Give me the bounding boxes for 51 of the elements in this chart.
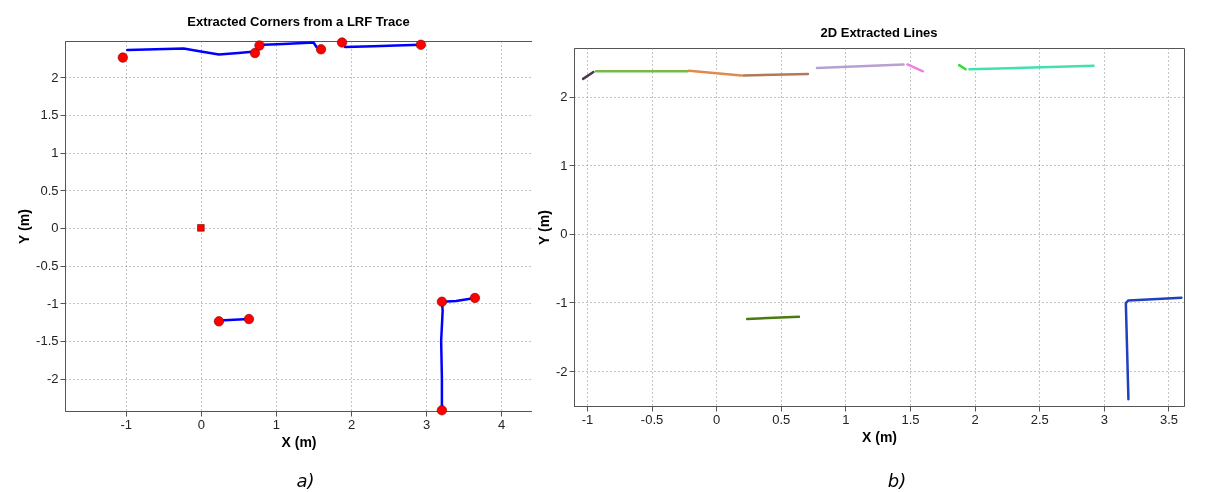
- chart-title: Extracted Corners from a LRF Trace: [187, 13, 410, 29]
- x-tick-label: 4: [498, 416, 506, 432]
- y-tick-label: 2: [560, 89, 568, 105]
- x-axis-title: X (m): [862, 428, 897, 445]
- y-tick-label: 0.5: [40, 182, 59, 198]
- point: [249, 48, 260, 59]
- y-tick-label: 0: [560, 226, 568, 242]
- x-axis-title: X (m): [281, 433, 317, 450]
- y-tick-label: 1: [560, 157, 568, 173]
- y-tick-label: 2: [51, 69, 59, 85]
- x-tick-label: -0.5: [640, 411, 664, 427]
- point: [436, 296, 447, 307]
- x-tick-label: 3.5: [1159, 411, 1179, 427]
- y-tick-label: -2: [46, 371, 59, 387]
- y-tick-label: -1: [46, 295, 59, 311]
- y-axis-title: Y (m): [535, 210, 552, 245]
- text: b): [886, 470, 908, 491]
- x-tick-label: 2: [347, 416, 356, 432]
- point: [415, 39, 426, 50]
- point: [315, 44, 327, 55]
- point: [254, 40, 265, 51]
- point: [213, 316, 224, 327]
- x-tick-label: 3: [423, 416, 431, 432]
- point: [469, 292, 480, 303]
- y-axis-title: Y (m): [16, 209, 33, 244]
- x-tick-label: 3: [1100, 411, 1108, 427]
- y-tick-label: -2: [555, 363, 568, 379]
- x-tick-label: 0: [713, 411, 721, 427]
- point: [117, 52, 128, 63]
- point: [337, 37, 348, 48]
- chart-title: 2D Extracted Lines: [820, 25, 938, 40]
- text: a): [295, 470, 316, 491]
- line-series: [1124, 296, 1183, 401]
- x-tick-label: 1.5: [901, 411, 920, 427]
- y-tick-label: -1: [555, 294, 568, 310]
- y-tick-label: -1.5: [36, 333, 59, 349]
- x-tick-label: 1: [842, 411, 850, 427]
- x-tick-label: -1: [120, 416, 133, 432]
- y-tick-label: 1: [51, 145, 59, 161]
- point: [243, 314, 254, 325]
- y-tick-label: 0: [51, 220, 59, 236]
- x-tick-label: 0.5: [772, 411, 791, 427]
- x-tick-label: 1: [272, 416, 281, 432]
- point: [197, 224, 205, 232]
- x-tick-label: 0: [197, 416, 206, 432]
- x-tick-label: -1: [581, 411, 594, 427]
- y-tick-label: -0.5: [36, 258, 59, 274]
- point: [436, 405, 447, 416]
- x-tick-label: 2.5: [1030, 411, 1049, 427]
- x-tick-label: 2: [971, 411, 979, 427]
- y-tick-label: 1.5: [40, 107, 59, 123]
